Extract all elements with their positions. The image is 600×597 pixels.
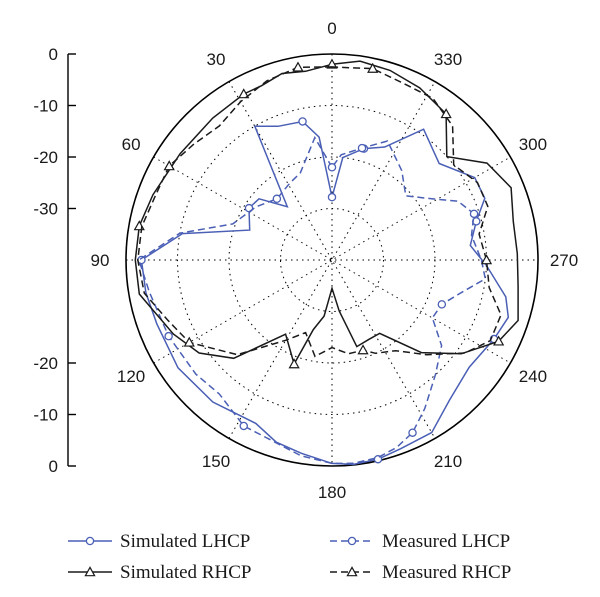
polar-grid bbox=[125, 53, 539, 467]
data-point bbox=[238, 88, 250, 99]
data-point bbox=[469, 209, 479, 219]
data-point bbox=[239, 421, 249, 431]
legend-label: Simulated RHCP bbox=[120, 562, 251, 583]
legend-item: Measured RHCP bbox=[330, 562, 511, 583]
legend-label: Measured RHCP bbox=[382, 562, 511, 583]
radial-tick-label: -30 bbox=[33, 200, 58, 219]
radial-tick-label: -20 bbox=[33, 148, 58, 167]
data-point bbox=[346, 566, 358, 577]
data-point bbox=[298, 117, 307, 126]
data-point bbox=[493, 335, 505, 346]
angle-tick-labels: 0 30 60 90 120 150 180 210 240 270 300 330 bbox=[91, 19, 579, 502]
angle-tick-label: 60 bbox=[122, 135, 141, 154]
series-line bbox=[138, 135, 487, 465]
data-point bbox=[288, 358, 300, 369]
data-point bbox=[164, 331, 173, 341]
series-line bbox=[137, 66, 502, 358]
radial-axis: 0 -10 -20 -30 -20 -10 0 bbox=[33, 45, 76, 476]
series-measured-rhcp bbox=[137, 61, 502, 358]
angle-tick-label: 180 bbox=[318, 483, 346, 502]
series-measured-lhcp bbox=[138, 135, 487, 465]
radial-tick-label: -20 bbox=[33, 354, 58, 373]
radial-tick-label: -10 bbox=[33, 406, 58, 425]
data-point bbox=[163, 160, 175, 171]
angle-tick-label: 240 bbox=[519, 367, 547, 386]
angle-tick-label: 90 bbox=[91, 251, 110, 270]
radial-tick-label: 0 bbox=[49, 457, 58, 476]
data-point bbox=[327, 192, 337, 202]
legend-label: Simulated LHCP bbox=[120, 531, 250, 552]
data-point bbox=[480, 254, 493, 265]
data-point bbox=[408, 428, 417, 437]
angle-tick-label: 30 bbox=[207, 50, 226, 69]
radial-tick-label: 0 bbox=[49, 45, 58, 64]
legend-item: Measured LHCP bbox=[330, 531, 510, 552]
data-point bbox=[357, 143, 367, 153]
data-point bbox=[357, 344, 369, 355]
data-point bbox=[84, 566, 96, 577]
data-point bbox=[367, 62, 379, 73]
data-point bbox=[347, 536, 357, 546]
angle-tick-label: 330 bbox=[434, 50, 462, 69]
legend-label: Measured LHCP bbox=[382, 531, 510, 552]
series-line bbox=[134, 60, 519, 366]
data-point bbox=[327, 163, 337, 172]
data-point bbox=[183, 336, 195, 347]
radial-tick-label: -10 bbox=[33, 97, 58, 116]
series-line bbox=[140, 120, 510, 466]
series-simulated-rhcp bbox=[133, 58, 519, 369]
legend-item: Simulated RHCP bbox=[68, 562, 251, 583]
data-point bbox=[85, 536, 95, 546]
angle-tick-label: 0 bbox=[327, 19, 336, 38]
angle-tick-label: 120 bbox=[117, 367, 145, 386]
legend: Simulated LHCP Measured LHCP Simulated RHC… bbox=[68, 531, 511, 583]
legend-item: Simulated LHCP bbox=[68, 531, 250, 552]
data-point bbox=[272, 194, 282, 204]
angle-tick-label: 150 bbox=[202, 452, 230, 471]
angle-tick-label: 210 bbox=[434, 452, 462, 471]
data-point bbox=[133, 220, 145, 231]
data-series bbox=[133, 58, 519, 466]
angle-tick-label: 270 bbox=[550, 251, 578, 270]
data-point bbox=[373, 454, 383, 464]
angle-tick-label: 300 bbox=[519, 135, 547, 154]
data-point bbox=[437, 300, 447, 309]
data-point bbox=[292, 61, 304, 72]
data-point bbox=[326, 58, 338, 69]
